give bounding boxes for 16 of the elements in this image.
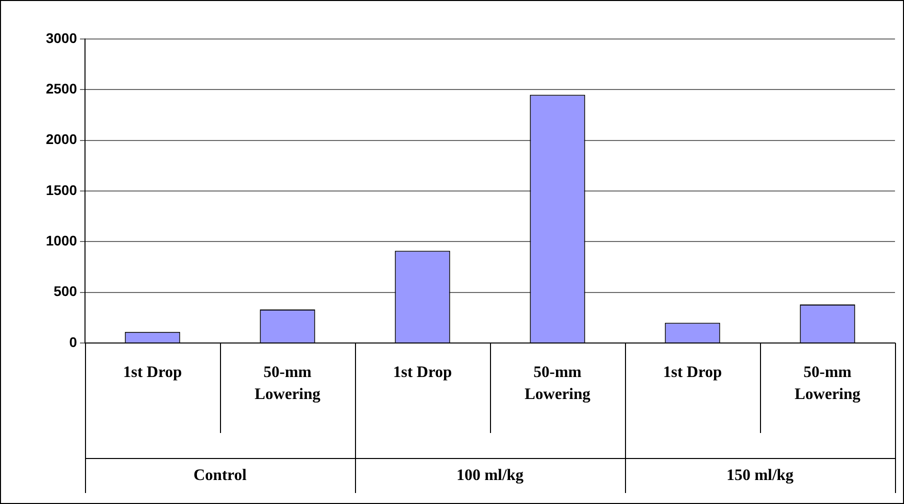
text: 150 ml/kg [726, 467, 794, 484]
y-tick-label: 2000 [46, 131, 78, 148]
text: Control [193, 467, 248, 484]
x-tick-label: 50-mm Lowering [254, 364, 320, 404]
y-tick-label: 3000 [46, 30, 78, 46]
y-tick-label: 500 [54, 283, 78, 300]
x-tick-label: 50-mm Lowering [524, 364, 590, 404]
y-tick-label: 1500 [46, 182, 78, 198]
text: 100 ml/kg [456, 467, 524, 484]
y-tick-label: 1000 [46, 232, 78, 249]
y-tick-label: 0 [69, 334, 78, 350]
y-tick-label: 2500 [46, 80, 78, 97]
x-tick-label: 1st Drop [393, 364, 452, 382]
x-tick-label: 50-mm Lowering [794, 364, 860, 404]
x-tick-label: 1st Drop [663, 364, 722, 382]
x-tick-label: 1st Drop [123, 364, 182, 382]
